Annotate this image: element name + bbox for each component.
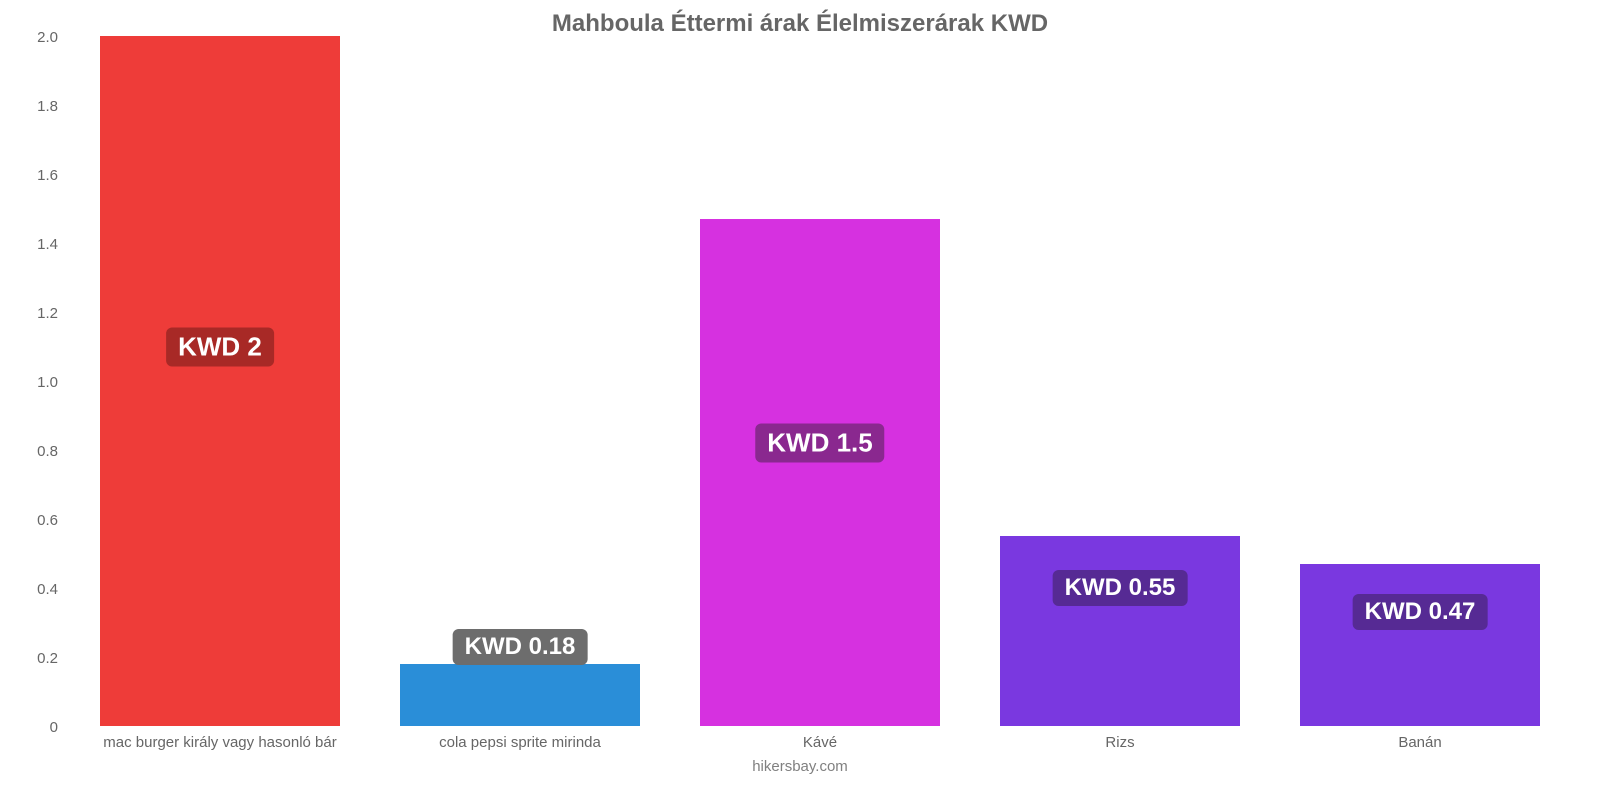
y-tick-label: 1.6 (0, 167, 58, 184)
bar (1300, 564, 1540, 726)
x-tick-label: mac burger király vagy hasonló bár (70, 734, 370, 751)
x-tick-label: cola pepsi sprite mirinda (370, 734, 670, 751)
x-tick-label: Banán (1270, 734, 1570, 751)
chart-title: Mahboula Éttermi árak Élelmiszerárak KWD (0, 10, 1600, 38)
y-tick-label: 0 (0, 719, 58, 736)
value-badge: KWD 2 (166, 327, 274, 366)
y-tick-label: 2.0 (0, 29, 58, 46)
plot-area (70, 36, 1570, 726)
value-badge: KWD 0.47 (1353, 594, 1488, 630)
y-tick-label: 0.6 (0, 512, 58, 529)
chart-container: Mahboula Éttermi árak Élelmiszerárak KWD… (0, 0, 1600, 800)
value-badge: KWD 0.55 (1053, 570, 1188, 606)
y-tick-label: 1.0 (0, 374, 58, 391)
bar (700, 219, 940, 726)
x-tick-label: Kávé (670, 734, 970, 751)
y-tick-label: 1.8 (0, 98, 58, 115)
bar (100, 36, 340, 726)
y-tick-label: 1.4 (0, 236, 58, 253)
y-tick-label: 1.2 (0, 305, 58, 322)
y-tick-label: 0.2 (0, 650, 58, 667)
chart-credit: hikersbay.com (0, 758, 1600, 775)
value-badge: KWD 0.18 (453, 629, 588, 665)
bar (400, 664, 640, 726)
y-tick-label: 0.8 (0, 443, 58, 460)
value-badge: KWD 1.5 (755, 424, 884, 463)
x-tick-label: Rizs (970, 734, 1270, 751)
bar (1000, 536, 1240, 726)
y-tick-label: 0.4 (0, 581, 58, 598)
